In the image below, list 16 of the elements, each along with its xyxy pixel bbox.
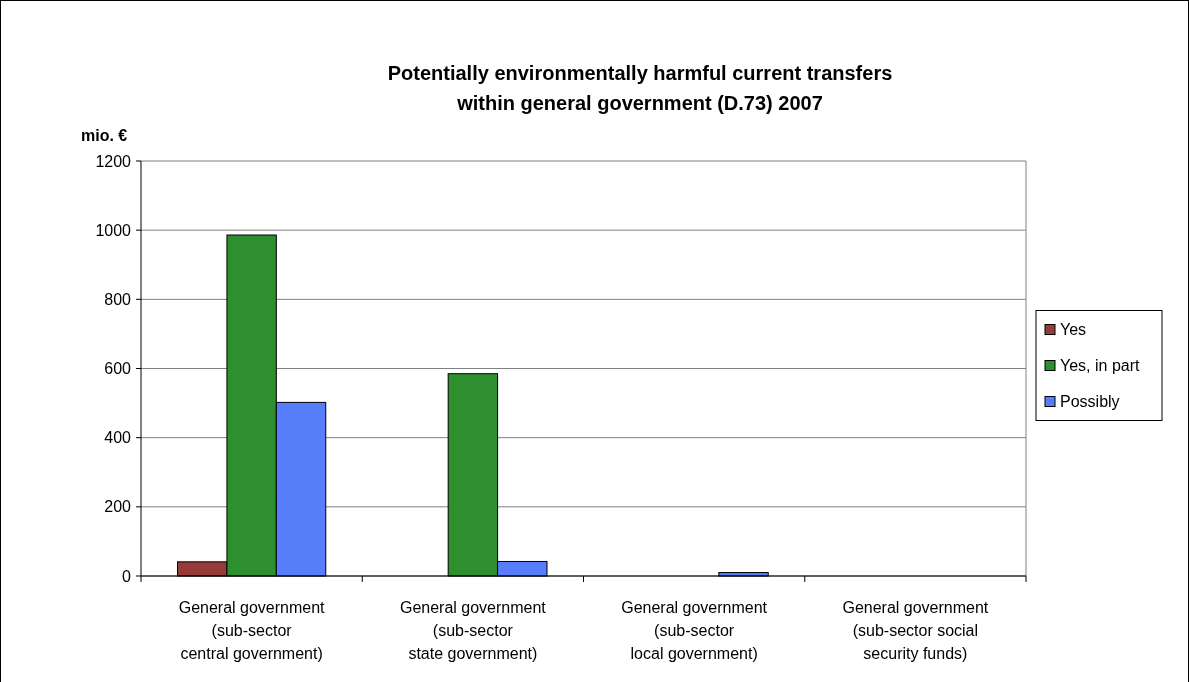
y-tick-label: 800 <box>104 290 132 308</box>
y-tick-label: 200 <box>104 498 132 516</box>
y-axis-title: mio. € <box>81 127 128 144</box>
legend-label: Yes, in part <box>1060 357 1141 375</box>
x-tick-label: General government (sub-sector social security funds) <box>842 599 989 662</box>
x-tick-label: General government (sub-sector state government) <box>399 599 547 662</box>
legend-label: Yes <box>1060 321 1087 339</box>
y-tick-label: 0 <box>122 567 132 585</box>
chart-title: Potentially environmentally harmful current transfers within general government (D.73) 2007 <box>387 62 893 114</box>
y-tick-label: 1000 <box>95 221 132 239</box>
y-tick-label: 1200 <box>95 152 132 170</box>
y-tick-label: 400 <box>104 429 132 447</box>
x-tick-label: General government (sub-sector central government) <box>178 599 326 662</box>
legend-label: Possibly <box>1060 393 1120 411</box>
x-tick-label: General government (sub-sector local government) <box>621 599 768 662</box>
y-tick-label: 600 <box>104 360 132 378</box>
